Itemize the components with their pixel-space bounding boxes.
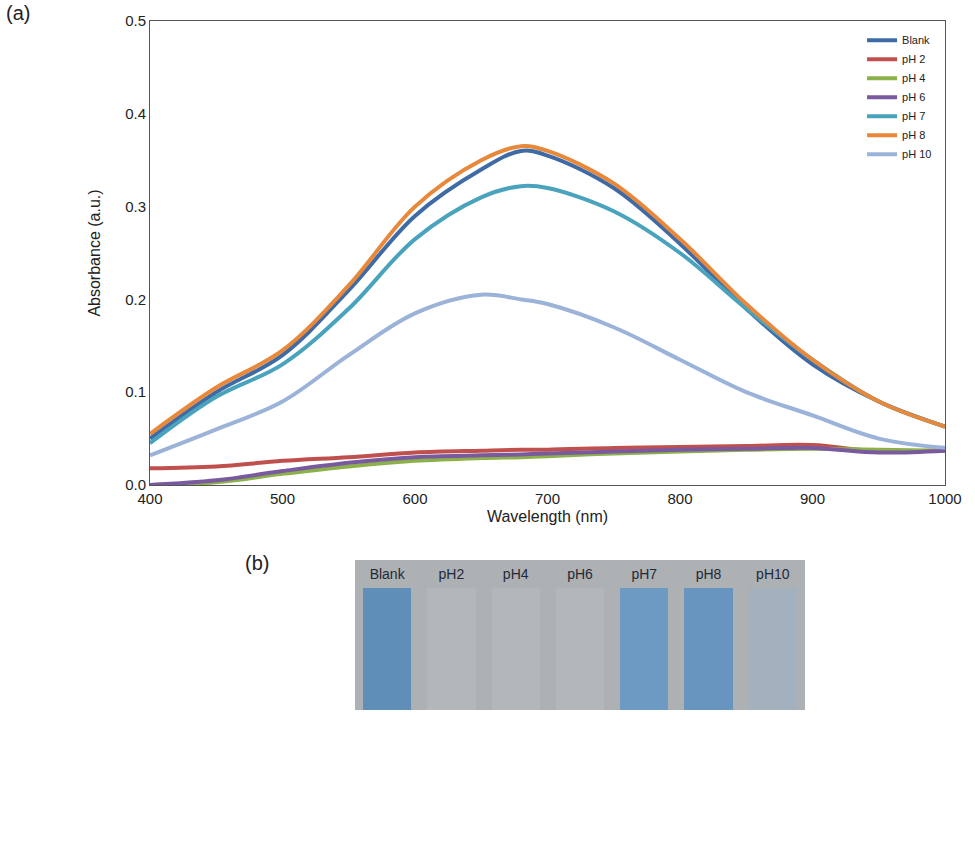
svg-text:400: 400 xyxy=(137,490,162,507)
html-text:Blank: Blank xyxy=(369,566,405,582)
svg-text:pH 4: pH 4 xyxy=(902,72,925,84)
svg-text:0.2: 0.2 xyxy=(125,291,146,308)
svg-text:600: 600 xyxy=(402,490,427,507)
svg-text:500: 500 xyxy=(270,490,295,507)
html-text:pH8: pH8 xyxy=(695,566,722,582)
svg-text:900: 900 xyxy=(800,490,825,507)
svg-text:0.0: 0.0 xyxy=(125,476,146,493)
html-text:(a): (a) xyxy=(6,2,31,24)
svg-text:Wavelength (nm): Wavelength (nm) xyxy=(487,508,608,525)
svg-text:0.4: 0.4 xyxy=(125,105,146,122)
svg-text:0.1: 0.1 xyxy=(125,383,146,400)
svg-text:pH 2: pH 2 xyxy=(902,53,925,65)
html-text:pH10: pH10 xyxy=(756,566,790,582)
html-text:pH6: pH6 xyxy=(567,566,593,582)
svg-text:1000: 1000 xyxy=(928,490,961,507)
html-text:(b): (b) xyxy=(245,552,270,574)
svg-text:Blank: Blank xyxy=(902,34,930,46)
svg-text:800: 800 xyxy=(667,490,692,507)
svg-text:pH 6: pH 6 xyxy=(902,91,925,103)
svg-text:700: 700 xyxy=(535,490,560,507)
svg-text:pH 8: pH 8 xyxy=(902,129,925,141)
svg-text:0.5: 0.5 xyxy=(125,12,146,29)
svg-text:Absorbance (a.u.): Absorbance (a.u.) xyxy=(86,189,103,316)
html-text:pH7: pH7 xyxy=(631,566,658,582)
svg-text:pH 7: pH 7 xyxy=(902,110,925,122)
svg-text:0.3: 0.3 xyxy=(125,198,146,215)
svg-text:pH 10: pH 10 xyxy=(902,148,931,160)
html-text:pH2: pH2 xyxy=(438,566,465,582)
html-text:pH4: pH4 xyxy=(502,566,529,582)
